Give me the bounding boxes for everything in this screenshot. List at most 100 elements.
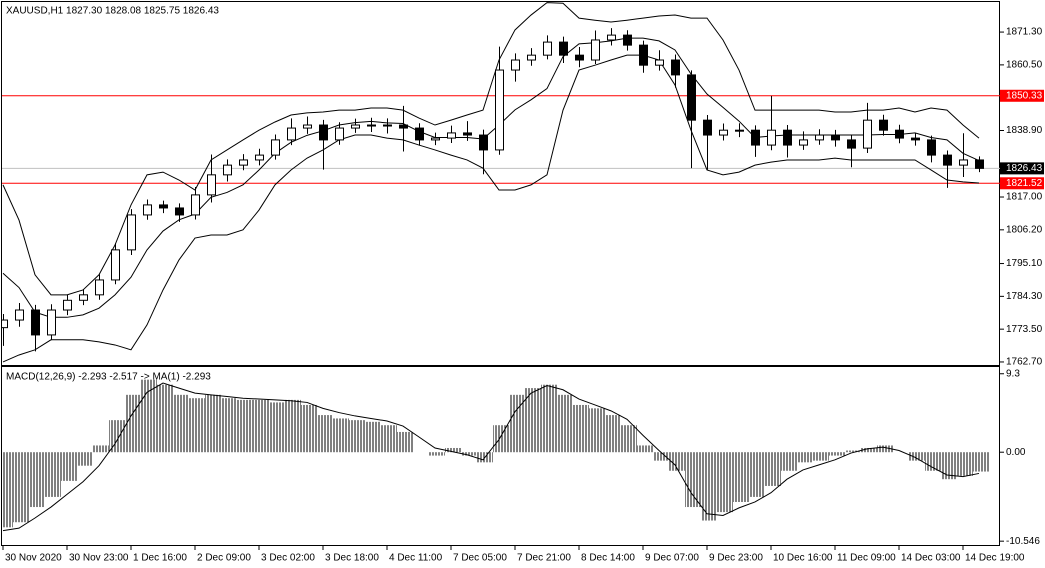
candle-body [2, 319, 8, 329]
x-tick-label: 10 Dec 16:00 [773, 553, 833, 564]
candle-body [511, 59, 520, 71]
candle-body [527, 54, 536, 61]
candle-body [591, 39, 600, 61]
candle-body [975, 159, 984, 169]
macd-bar [573, 404, 589, 453]
candle-body [943, 154, 952, 166]
macd-bar [45, 452, 61, 497]
macd-bar [237, 399, 253, 453]
macd-bar [429, 452, 445, 456]
y-tick-label: 1762.70 [1006, 357, 1043, 368]
candle-body [255, 154, 264, 161]
x-tick-label: 3 Dec 18:00 [325, 553, 379, 564]
macd-bar [445, 447, 461, 453]
candle-body [271, 139, 280, 156]
macd-bar [653, 452, 669, 461]
x-tick-label: 8 Dec 14:00 [581, 553, 635, 564]
candle-body [767, 129, 776, 146]
candle-body [815, 134, 824, 141]
candle-body [47, 309, 56, 336]
macd-bar [93, 445, 109, 453]
candle-body [431, 137, 440, 141]
macd-bar [797, 452, 813, 463]
level-label: 1821.52 [1006, 178, 1043, 189]
x-tick-label: 1 Dec 16:00 [133, 553, 187, 564]
level-label: 1850.33 [1006, 90, 1043, 101]
main-plot [2, 2, 1000, 363]
candle-body [863, 119, 872, 149]
x-tick-label: 14 Dec 19:00 [965, 553, 1025, 564]
macd-bar [109, 420, 125, 453]
candle-body [207, 174, 216, 196]
macd-bar [749, 452, 765, 497]
candle-body [367, 124, 376, 127]
macd-bar [525, 388, 541, 453]
macd-bar [845, 450, 861, 453]
macd-bar [493, 425, 509, 453]
macd-bar [349, 420, 365, 453]
y-tick-label: 1838.90 [1006, 125, 1043, 136]
macd-bar [781, 452, 797, 471]
candle-body [15, 309, 24, 321]
x-tick-label: 30 Nov 2020 [5, 553, 62, 564]
macd-bar [621, 425, 637, 453]
y-tick-label: 1817.00 [1006, 192, 1043, 203]
y-tick-label: -10.546 [1006, 536, 1040, 547]
candle-body [175, 207, 184, 216]
macd-bar [957, 452, 973, 476]
level-box [1000, 177, 1044, 190]
candle-body [31, 309, 40, 336]
candle-body [799, 139, 808, 146]
macd-bar [941, 452, 957, 480]
y-tick-label: 1806.20 [1006, 224, 1043, 235]
candle-body [703, 119, 712, 136]
macd-bar [637, 445, 653, 453]
x-tick-label: 7 Dec 21:00 [517, 553, 571, 564]
macd-bar [589, 408, 605, 453]
candle-body [335, 127, 344, 141]
macd-bar [829, 452, 845, 456]
candle-body [895, 129, 904, 139]
macd-bar [61, 452, 77, 481]
macd-bar [701, 452, 717, 521]
candle-body [95, 279, 104, 296]
macd-bar [509, 394, 525, 453]
candle-body [559, 41, 568, 56]
candle-body [287, 127, 296, 141]
candle-body [623, 34, 632, 46]
candle-body [447, 132, 456, 139]
candle-body [351, 124, 360, 129]
chart-title: XAUUSD,H1 1827.30 1828.08 1825.75 1826.4… [6, 6, 219, 17]
axes: 1871.30 1860.50 1838.90 1817.00 1806.20 1795.… [2, 27, 1044, 564]
candle-body [847, 139, 856, 149]
macd-bar [125, 394, 141, 453]
macd-bar [381, 425, 397, 453]
last-price-box [1000, 162, 1044, 175]
candle-body [463, 132, 472, 136]
candle-body [911, 137, 920, 141]
macd-bar [765, 452, 781, 486]
x-tick-label: 30 Nov 23:00 [69, 553, 129, 564]
x-tick-label: 11 Dec 09:00 [837, 553, 896, 564]
candle-body [479, 134, 488, 151]
candle-body [831, 134, 840, 141]
macd-bar [173, 394, 189, 453]
macd-bar [189, 398, 205, 453]
candle-body [79, 294, 88, 301]
candle-body [607, 34, 616, 41]
y-tick-label: 0.00 [1006, 447, 1026, 458]
macd-bar [605, 415, 621, 453]
macd-bar [461, 452, 477, 456]
candle-body [191, 194, 200, 216]
macd-bar [141, 379, 157, 453]
band-upper [2, 2, 980, 296]
macd-bar [29, 452, 45, 508]
macd-bar [685, 452, 701, 508]
macd-bar [909, 452, 925, 461]
macd-bar [2, 452, 13, 528]
signal-line [2, 382, 980, 532]
candle-body [303, 124, 312, 129]
macd-bar [301, 404, 317, 453]
band-lower [2, 54, 980, 363]
